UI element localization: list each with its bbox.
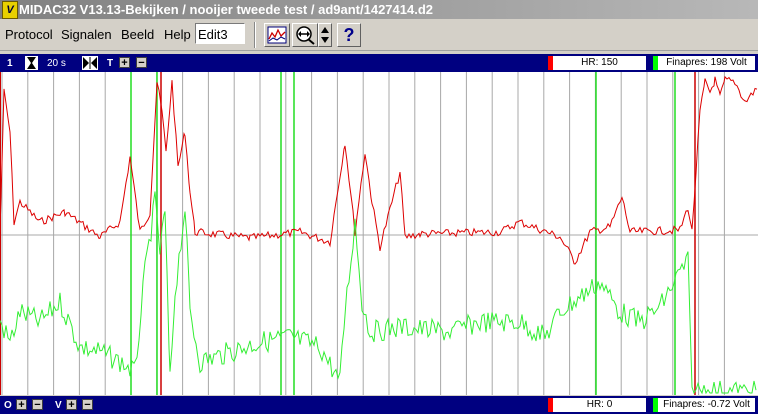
- signal-plot[interactable]: [0, 72, 758, 395]
- help-icon: ?: [343, 24, 355, 45]
- finapres-readout: Finapres: 198 Volt: [658, 56, 755, 70]
- channel-number[interactable]: 1: [7, 58, 13, 69]
- spin-updown-icon: [321, 27, 329, 43]
- expand-arrows-icon[interactable]: [82, 56, 98, 70]
- offset-plus-button[interactable]: +: [16, 399, 27, 411]
- menu-help[interactable]: Help: [164, 27, 191, 42]
- minus-button[interactable]: −: [136, 57, 147, 69]
- menu-protocol[interactable]: Protocol: [5, 27, 53, 42]
- menu-beeld[interactable]: Beeld: [121, 27, 155, 42]
- help-button[interactable]: ?: [337, 23, 361, 47]
- finapres-trace: [0, 191, 757, 395]
- menu-signalen[interactable]: Signalen: [61, 27, 112, 42]
- chart-icon: [267, 26, 287, 44]
- bottom-control-bar: O + − V + − HR: 0 Finapres: -0.72 Volt: [0, 396, 758, 414]
- finapres-readout-bottom: Finapres: -0.72 Volt: [658, 398, 755, 412]
- hr-readout-bottom: HR: 0: [553, 398, 646, 412]
- hr-trace: [0, 75, 758, 265]
- toolbar-separator: [254, 22, 256, 48]
- finapres-color-marker-bottom: [653, 398, 658, 412]
- hourglass-icon[interactable]: [25, 56, 38, 70]
- title-bar: V MIDAC32 V13.13-Bekijken / nooijer twee…: [0, 0, 758, 19]
- top-control-bar: 1 20 s T + − HR: 150 Finapres: 198 Volt: [0, 54, 758, 72]
- v-label: V: [55, 400, 62, 411]
- window-title: MIDAC32 V13.13-Bekijken / nooijer tweede…: [19, 2, 434, 17]
- zoom-icon: [296, 26, 315, 45]
- gain-minus-button[interactable]: −: [82, 399, 93, 411]
- hr-color-marker-bottom: [548, 398, 553, 412]
- chart-button[interactable]: [264, 23, 290, 47]
- zoom-button[interactable]: [292, 23, 318, 47]
- hr-color-marker: [548, 56, 553, 70]
- gain-plus-button[interactable]: +: [66, 399, 77, 411]
- signal-plot-svg: [0, 72, 758, 395]
- menu-bar: Protocol Signalen Beeld Help: [0, 19, 758, 51]
- finapres-color-marker: [653, 56, 658, 70]
- o-label: O: [4, 400, 12, 411]
- time-window-label[interactable]: 20 s: [47, 58, 66, 69]
- hr-readout: HR: 150: [553, 56, 646, 70]
- offset-minus-button[interactable]: −: [32, 399, 43, 411]
- midac-app-icon[interactable]: V: [2, 1, 18, 19]
- t-label: T: [107, 58, 114, 69]
- edit-field[interactable]: Edit3: [195, 23, 245, 44]
- spin-updown-button[interactable]: [318, 23, 332, 47]
- plus-button[interactable]: +: [119, 57, 130, 69]
